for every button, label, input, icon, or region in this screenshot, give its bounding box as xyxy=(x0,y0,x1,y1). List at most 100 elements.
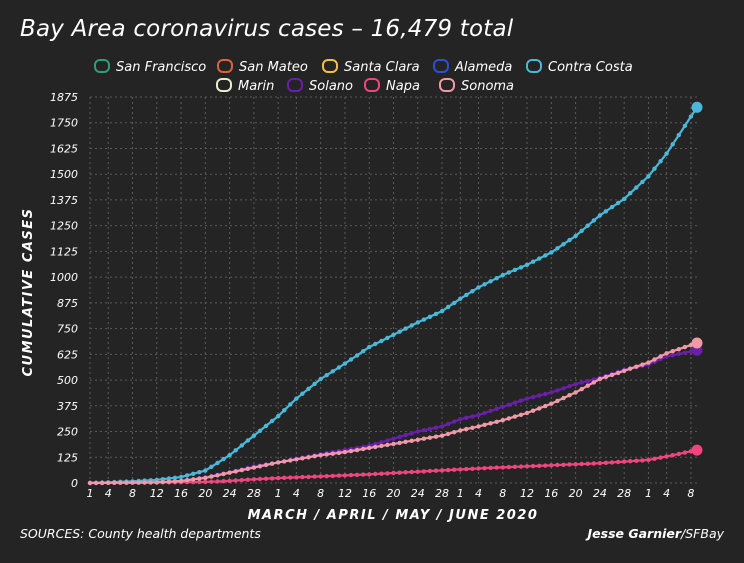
data-point xyxy=(591,380,596,385)
legend-item: Marin xyxy=(216,78,274,94)
data-point xyxy=(215,460,220,466)
data-point xyxy=(567,393,572,398)
data-point xyxy=(530,394,536,400)
data-point xyxy=(215,479,220,484)
legend-item: Contra Costa xyxy=(526,59,633,75)
data-point xyxy=(415,429,420,434)
data-point xyxy=(336,450,342,456)
x-tick-label: 16 xyxy=(362,487,376,500)
legend-item: Solano xyxy=(287,78,353,94)
data-point xyxy=(269,461,275,466)
series-lines xyxy=(87,101,703,486)
data-point xyxy=(415,469,420,474)
credit-org: /SFBay xyxy=(681,526,724,541)
data-point xyxy=(318,474,323,479)
data-point xyxy=(427,426,433,432)
data-point xyxy=(172,475,178,480)
data-point xyxy=(403,326,408,331)
data-point xyxy=(330,451,335,456)
data-point xyxy=(676,132,681,138)
data-point xyxy=(178,478,184,484)
data-point xyxy=(537,256,542,261)
series-sonoma xyxy=(87,337,703,486)
legend-item: Napa xyxy=(364,78,420,94)
data-point xyxy=(506,416,511,421)
data-point xyxy=(245,438,250,443)
data-point xyxy=(555,462,560,468)
x-tick-label: 8 xyxy=(687,487,694,500)
legend-item: San Mateo xyxy=(217,59,308,75)
source-note: SOURCES: County health departments xyxy=(20,526,261,541)
data-point xyxy=(227,453,232,458)
data-point xyxy=(591,218,596,223)
data-point xyxy=(257,428,263,433)
x-tick-label: 8 xyxy=(129,487,136,500)
data-point xyxy=(603,460,609,465)
data-point xyxy=(433,425,439,430)
data-point xyxy=(488,279,493,284)
data-point xyxy=(361,472,366,477)
y-tick-label: 125 xyxy=(57,451,78,464)
data-point xyxy=(227,470,232,475)
data-point xyxy=(518,412,524,417)
x-tick-label: 24 xyxy=(411,487,425,500)
legend-label: Alameda xyxy=(454,60,512,75)
data-point xyxy=(276,413,281,419)
data-point xyxy=(251,465,257,470)
data-point xyxy=(646,457,651,463)
data-point xyxy=(257,464,263,469)
data-point xyxy=(512,464,518,469)
data-point xyxy=(543,391,548,397)
data-point xyxy=(288,458,293,463)
data-point xyxy=(676,451,681,457)
data-point xyxy=(197,470,202,475)
data-point xyxy=(421,428,427,433)
data-point xyxy=(330,473,335,479)
x-tick-label: 20 xyxy=(198,487,212,500)
legend-swatch xyxy=(94,59,110,73)
data-point xyxy=(652,357,657,362)
data-point xyxy=(421,436,427,441)
y-tick-label: 625 xyxy=(57,348,78,361)
data-point xyxy=(342,449,348,455)
data-point xyxy=(634,364,639,369)
data-point xyxy=(652,166,657,171)
data-point xyxy=(634,458,639,463)
data-point xyxy=(203,475,208,481)
data-point xyxy=(452,419,457,424)
legend-item: Alameda xyxy=(433,59,512,75)
data-point xyxy=(664,354,669,359)
legend: San Francisco San Mateo Santa Clara Alameda… xyxy=(94,59,633,94)
data-point xyxy=(330,369,335,374)
data-point xyxy=(348,357,354,362)
data-point xyxy=(543,403,548,409)
data-point xyxy=(549,250,554,255)
data-point xyxy=(622,196,627,202)
data-point xyxy=(488,465,493,471)
data-point xyxy=(433,434,439,439)
data-point xyxy=(263,476,269,481)
data-point xyxy=(269,476,275,481)
data-point xyxy=(439,424,445,429)
data-point xyxy=(184,478,190,483)
data-point xyxy=(537,393,542,398)
x-tick-label: 1 xyxy=(87,487,94,500)
data-point xyxy=(312,474,317,479)
data-point xyxy=(555,388,560,393)
data-point xyxy=(385,442,390,448)
data-point xyxy=(318,376,323,382)
data-point xyxy=(367,344,372,350)
data-point xyxy=(470,414,475,419)
data-point xyxy=(682,344,688,350)
data-point xyxy=(354,472,360,478)
data-point xyxy=(682,123,688,128)
data-point xyxy=(476,285,481,290)
data-point xyxy=(512,267,518,273)
data-point xyxy=(494,406,499,412)
x-tick-label: 4 xyxy=(663,487,670,500)
data-point xyxy=(640,179,645,185)
data-point xyxy=(561,386,566,391)
data-point xyxy=(306,474,311,480)
legend-label: Solano xyxy=(309,79,353,94)
data-point xyxy=(524,262,530,267)
